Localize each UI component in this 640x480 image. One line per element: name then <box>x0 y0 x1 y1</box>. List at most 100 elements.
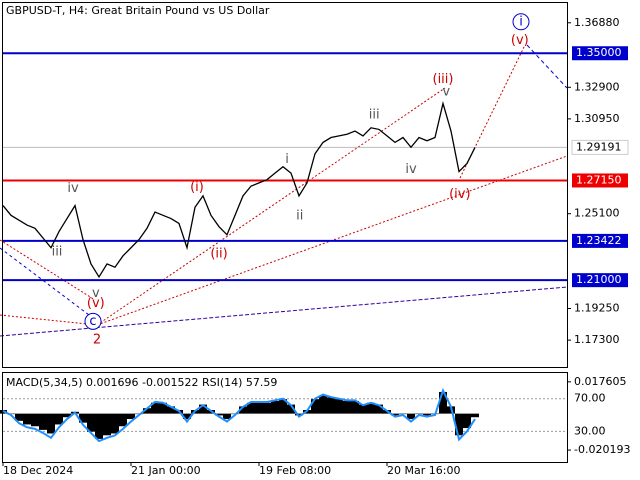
current-price-label: 1.29191 <box>576 140 622 153</box>
macd-bar <box>263 402 271 414</box>
wave-label: iii <box>52 244 63 259</box>
projection-line <box>526 44 568 89</box>
y2-tick-label: 30.00 <box>574 424 606 437</box>
wave-label: i <box>285 152 289 167</box>
macd-bar <box>271 400 279 414</box>
level-label: 1.27150 <box>576 173 622 186</box>
y-tick-label: 1.25100 <box>574 207 620 220</box>
macd-bar <box>343 400 351 414</box>
macd-bar <box>119 413 127 427</box>
macd-bar <box>367 402 375 414</box>
macd-bar <box>143 408 151 414</box>
macd-bar <box>39 413 47 430</box>
wave-label: c <box>89 314 96 329</box>
level-label: 1.23422 <box>576 234 622 247</box>
level-box <box>572 173 628 188</box>
current-price-box <box>571 139 629 155</box>
macd-bar <box>7 413 15 415</box>
wave-label: 2 <box>93 333 101 348</box>
rsi-line <box>2 387 476 443</box>
macd-bar <box>375 404 383 414</box>
y-tick-label: 0.017605 <box>574 375 627 388</box>
macd-bar <box>407 413 415 420</box>
macd-bar <box>159 402 167 414</box>
macd-bar <box>327 397 335 414</box>
macd-bar <box>79 413 87 423</box>
x-tick-label: 19 Feb 08:00 <box>259 464 331 477</box>
wave-label: (v) <box>511 33 529 48</box>
level-label: 1.21000 <box>576 273 622 286</box>
price-line <box>2 100 476 279</box>
macd-bar <box>279 399 287 414</box>
wave-label: (i) <box>190 180 204 195</box>
wave-label: v <box>442 85 450 100</box>
wave-label: iv <box>405 162 417 177</box>
macd-bar <box>31 413 39 427</box>
macd-bar <box>351 400 359 414</box>
macd-bar <box>63 413 71 418</box>
wave-circle <box>84 312 102 330</box>
wave-label: ii <box>296 209 303 224</box>
level-box <box>572 273 628 288</box>
y-tick-label: 1.36880 <box>574 16 620 29</box>
wave-label: iii <box>369 107 380 122</box>
trend-line <box>0 286 568 337</box>
macd-bar <box>55 413 63 425</box>
macd-bar <box>23 413 31 425</box>
macd-bar <box>199 404 207 414</box>
macd-bar <box>103 413 111 436</box>
y-tick-label: 1.32900 <box>574 80 620 93</box>
y-tick-label: 1.17300 <box>574 333 620 346</box>
macd-bar <box>167 406 175 414</box>
chart-title: GBPUSD-T, H4: Great Britain Pound vs US … <box>6 4 270 17</box>
y-tick-label: 1.19250 <box>574 302 620 315</box>
x-tick-label: 18 Dec 2024 <box>3 464 73 477</box>
wave-label: (iv) <box>449 187 470 202</box>
wave-label: iv <box>67 181 79 196</box>
macd-bar <box>439 391 447 414</box>
macd-bar <box>255 402 263 414</box>
wave-label: v <box>92 286 100 301</box>
y-tick-label: 1.30950 <box>574 112 620 125</box>
macd-bar <box>287 404 295 414</box>
macd-bar <box>111 413 119 434</box>
macd-bar <box>47 413 55 434</box>
x-tick-label: 20 Mar 16:00 <box>387 464 460 477</box>
wave-circle <box>512 13 530 31</box>
macd-bar <box>415 413 423 415</box>
x-tick-label: 21 Jan 00:00 <box>131 464 201 477</box>
macd-bar <box>15 413 23 421</box>
macd-bar <box>319 395 327 414</box>
wave-label: (ii) <box>210 246 227 261</box>
macd-bar <box>471 413 479 418</box>
indicator-title: MACD(5,34,5) 0.001696 -0.001522 RSI(14) … <box>6 376 277 389</box>
y2-tick-label: 70.00 <box>574 392 606 405</box>
level-box <box>572 233 628 248</box>
macd-bar <box>215 413 223 416</box>
wave-label: (v) <box>87 296 105 311</box>
macd-bar <box>399 413 407 415</box>
macd-bar <box>247 402 255 414</box>
macd-bar <box>391 413 399 416</box>
wave-label: i <box>519 14 523 29</box>
level-label: 1.35000 <box>576 46 622 59</box>
macd-bar <box>95 413 103 439</box>
trend-line <box>0 247 94 319</box>
trend-line <box>0 239 96 301</box>
level-box <box>572 46 628 61</box>
y-tick-label: -0.020193 <box>574 443 630 456</box>
price-panel-frame <box>2 2 568 368</box>
macd-bar <box>87 413 95 432</box>
macd-bar <box>311 399 319 414</box>
macd-bar <box>335 399 343 414</box>
macd-bar <box>423 413 431 416</box>
wave-label: (iii) <box>433 72 454 87</box>
macd-bar <box>359 404 367 414</box>
macd-bar <box>463 413 471 429</box>
trend-line <box>0 314 98 326</box>
macd-bar <box>239 406 247 414</box>
macd-bar <box>295 413 303 416</box>
macd-bar <box>151 402 159 414</box>
macd-bar <box>183 413 191 420</box>
